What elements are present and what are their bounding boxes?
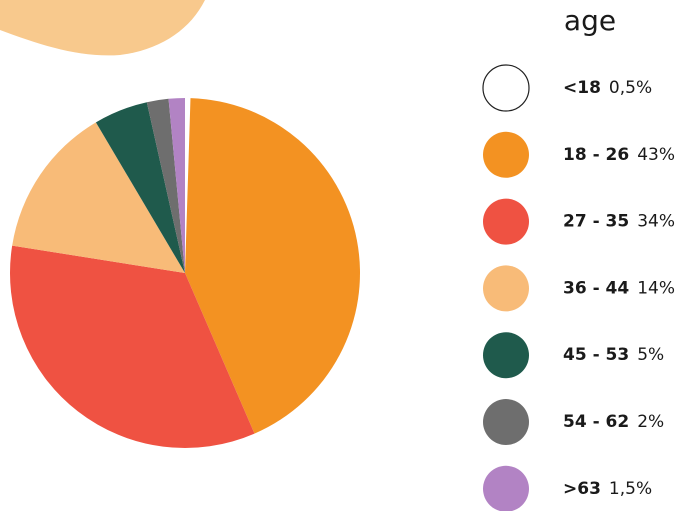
- legend-value: 5%: [637, 345, 664, 365]
- legend-value: 34%: [637, 212, 675, 232]
- legend-value: 2%: [637, 412, 664, 432]
- legend-swatch: [483, 332, 529, 379]
- legend-category: 45 - 53: [563, 345, 629, 365]
- legend-swatch: [482, 64, 530, 112]
- legend-swatch: [483, 465, 529, 511]
- legend-entry: 18 - 26 43%: [563, 145, 675, 165]
- legend-value: 1,5%: [609, 479, 652, 499]
- legend-swatch: [483, 131, 529, 178]
- pie-slice: [168, 98, 185, 273]
- legend-value: 43%: [637, 145, 675, 165]
- legend-value: 0,5%: [609, 78, 652, 98]
- pie-slice: [146, 98, 185, 273]
- legend-swatch: [483, 399, 529, 445]
- pie-slice: [185, 98, 191, 273]
- legend-category: 36 - 44: [563, 278, 629, 298]
- legend-entry: 36 - 44 14%: [563, 278, 675, 298]
- legend-entry: <18 0,5%: [563, 78, 652, 98]
- legend-swatch: [483, 265, 529, 312]
- legend-category: 54 - 62: [563, 412, 629, 432]
- legend-category: >63: [563, 479, 601, 499]
- decorative-blob: [0, 0, 205, 56]
- legend-category: 18 - 26: [563, 145, 629, 165]
- legend-entry: 27 - 35 34%: [563, 212, 675, 232]
- legend-entry: 54 - 62 2%: [563, 412, 664, 432]
- legend-value: 14%: [637, 278, 675, 298]
- pie-slice: [95, 102, 185, 273]
- legend-entry: >63 1,5%: [563, 479, 652, 499]
- legend-category: 27 - 35: [563, 212, 629, 232]
- pie-slice: [9, 245, 255, 449]
- pie-slice: [12, 122, 185, 273]
- legend-entry: 45 - 53 5%: [563, 345, 664, 365]
- legend-category: <18: [563, 78, 601, 98]
- legend-swatch: [483, 198, 529, 245]
- chart-title: age: [564, 4, 616, 37]
- pie-slice: [185, 98, 360, 434]
